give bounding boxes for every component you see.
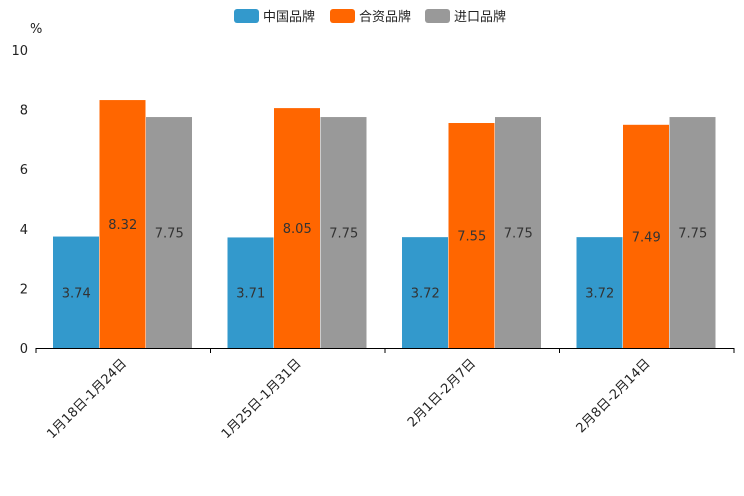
y-axis: 0 2 4 6 8 10 bbox=[11, 44, 28, 357]
y-axis-label: % bbox=[30, 22, 42, 37]
x-tick-label: 1月18日-1月24日 bbox=[44, 356, 130, 442]
y-tick-label: 6 bbox=[20, 163, 28, 178]
bar[interactable] bbox=[623, 124, 669, 348]
data-label: 3.72 bbox=[585, 287, 614, 302]
legend-label[interactable]: 进口品牌 bbox=[454, 9, 506, 25]
data-label: 8.05 bbox=[283, 222, 312, 237]
data-label: 3.72 bbox=[411, 287, 440, 302]
bar[interactable] bbox=[274, 108, 320, 348]
data-label: 7.75 bbox=[678, 227, 707, 242]
y-tick-label: 10 bbox=[11, 44, 28, 59]
bar[interactable] bbox=[448, 123, 495, 348]
data-label: 7.49 bbox=[632, 230, 661, 245]
bar[interactable] bbox=[146, 117, 192, 348]
data-label: 7.75 bbox=[155, 227, 184, 242]
data-label: 8.32 bbox=[108, 218, 137, 233]
legend-label[interactable]: 中国品牌 bbox=[263, 9, 315, 25]
bar[interactable] bbox=[402, 237, 448, 348]
bars: 3.74 8.32 7.75 3.71 8.05 7.75 3.72 7.55 7.75 3.72… bbox=[53, 100, 716, 349]
x-axis: 1月18日-1月24日 1月25日-1月31日 2月1日-2月7日 2月8日-2月14… bbox=[35, 348, 735, 442]
data-label: 3.74 bbox=[62, 286, 91, 301]
bar[interactable] bbox=[669, 117, 716, 348]
x-tick-label: 1月25日-1月31日 bbox=[219, 356, 305, 442]
data-label: 7.55 bbox=[457, 230, 486, 245]
legend: 中国品牌 合资品牌 进口品牌 bbox=[234, 9, 506, 25]
y-tick-label: 2 bbox=[20, 282, 28, 297]
bar[interactable] bbox=[320, 117, 367, 348]
legend-swatch[interactable] bbox=[330, 9, 355, 23]
bar[interactable] bbox=[495, 117, 541, 348]
bar[interactable] bbox=[227, 237, 274, 348]
legend-swatch[interactable] bbox=[234, 9, 259, 23]
x-tick-label: 2月8日-2月14日 bbox=[574, 356, 654, 436]
y-tick-label: 0 bbox=[20, 342, 28, 357]
bar[interactable] bbox=[99, 100, 146, 349]
data-label: 3.71 bbox=[236, 287, 265, 302]
data-label: 7.75 bbox=[329, 227, 358, 242]
y-tick-label: 4 bbox=[20, 223, 28, 238]
data-label: 7.75 bbox=[504, 227, 533, 242]
legend-swatch[interactable] bbox=[425, 9, 450, 23]
bar[interactable] bbox=[576, 237, 623, 348]
legend-label[interactable]: 合资品牌 bbox=[359, 9, 411, 25]
bar[interactable] bbox=[53, 236, 99, 348]
y-tick-label: 8 bbox=[20, 104, 28, 119]
x-tick-label: 2月1日-2月7日 bbox=[405, 356, 479, 430]
